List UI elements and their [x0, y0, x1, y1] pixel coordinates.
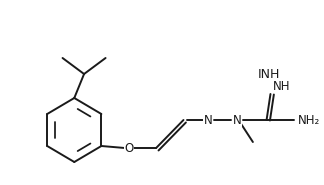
Text: NH: NH: [272, 80, 290, 92]
Text: N: N: [203, 114, 212, 127]
Text: INH: INH: [257, 68, 280, 80]
Text: O: O: [124, 142, 133, 154]
Text: N: N: [233, 114, 242, 127]
Text: NH₂: NH₂: [298, 114, 320, 127]
